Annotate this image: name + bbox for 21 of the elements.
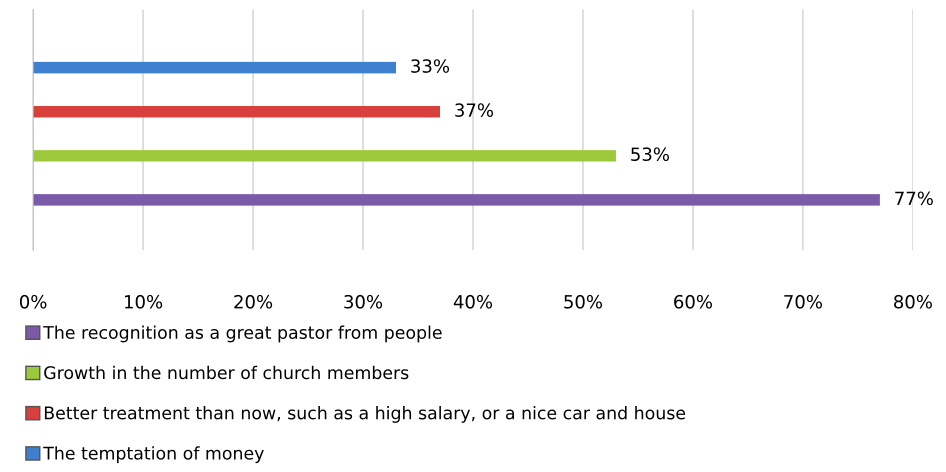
legend-label: The temptation of money	[43, 446, 264, 464]
x-tick-label: 20%	[234, 294, 272, 309]
x-tick-label: 40%	[454, 294, 492, 309]
bar	[33, 106, 440, 118]
x-tick-label: 70%	[784, 294, 822, 309]
data-label: 77%	[895, 191, 933, 206]
bar	[33, 150, 616, 162]
legend-label: The recognition as a great pastor from people	[43, 326, 442, 342]
x-tick-label: 50%	[564, 294, 602, 309]
x-tick-label: 10%	[125, 294, 162, 309]
x-tick-label: 30%	[344, 294, 382, 309]
legend-label: Growth in the number of church members	[44, 366, 408, 380]
legend-label: Better treatment than now, such as a high salary, or a nice car and house	[44, 406, 686, 423]
bar	[33, 62, 396, 74]
data-label: 33%	[411, 59, 450, 73]
data-label: 37%	[455, 103, 494, 117]
data-label: 53%	[631, 147, 669, 162]
x-tick-label: 80%	[894, 294, 932, 309]
x-tick-label: 60%	[674, 294, 712, 309]
x-tick-label: 0%	[20, 294, 46, 309]
bar	[33, 194, 880, 206]
